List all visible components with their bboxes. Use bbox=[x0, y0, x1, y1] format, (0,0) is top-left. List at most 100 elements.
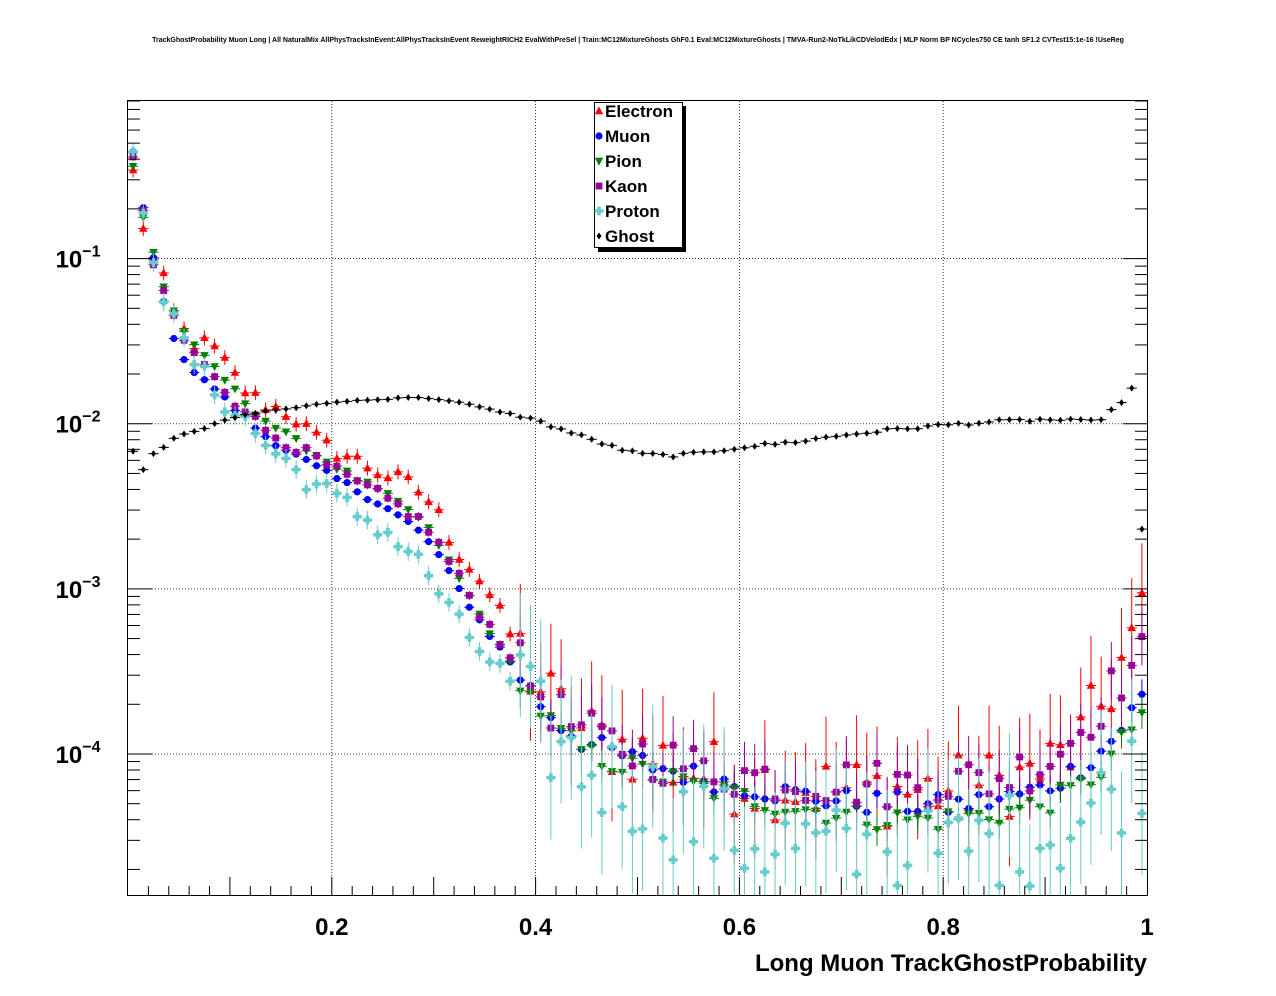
data-point bbox=[760, 867, 770, 877]
data-point bbox=[393, 467, 403, 476]
data-point bbox=[281, 428, 291, 437]
data-point bbox=[212, 420, 218, 428]
data-point bbox=[873, 759, 881, 767]
data-point bbox=[313, 452, 320, 460]
data-point bbox=[1056, 750, 1064, 758]
data-point bbox=[1106, 784, 1116, 794]
data-point bbox=[414, 526, 423, 534]
data-point bbox=[670, 453, 676, 461]
data-point bbox=[170, 334, 178, 343]
data-point bbox=[854, 430, 860, 438]
data-point bbox=[161, 443, 167, 451]
data-point bbox=[303, 402, 309, 410]
data-point bbox=[589, 435, 595, 443]
data-point bbox=[811, 828, 821, 838]
data-point bbox=[841, 823, 851, 833]
data-point bbox=[945, 421, 951, 429]
data-point bbox=[444, 537, 454, 546]
data-point bbox=[751, 769, 759, 777]
data-point bbox=[159, 297, 169, 307]
data-point bbox=[660, 451, 666, 459]
data-point bbox=[1117, 728, 1126, 737]
data-point bbox=[1055, 863, 1065, 873]
data-point bbox=[261, 441, 270, 450]
data-point bbox=[169, 309, 179, 319]
data-point bbox=[1117, 828, 1126, 838]
data-point bbox=[454, 609, 464, 619]
plot-frame bbox=[127, 100, 1148, 896]
data-point bbox=[363, 515, 372, 525]
data-point bbox=[1057, 416, 1063, 424]
data-point bbox=[404, 506, 413, 515]
legend-marker-electron bbox=[594, 106, 604, 115]
data-point bbox=[190, 349, 198, 357]
data-point bbox=[159, 268, 168, 277]
data-point bbox=[200, 361, 209, 371]
data-point bbox=[792, 439, 798, 447]
data-point bbox=[1077, 729, 1085, 736]
x-tick-label: 0.2 bbox=[315, 914, 348, 941]
data-point bbox=[200, 333, 209, 342]
y-tick-label: 10−2 bbox=[56, 409, 101, 439]
data-point bbox=[578, 431, 584, 439]
data-point bbox=[282, 444, 290, 452]
data-point bbox=[293, 404, 299, 412]
data-point bbox=[496, 641, 504, 649]
data-point bbox=[495, 659, 505, 668]
y-tick-label: 10−1 bbox=[56, 244, 101, 274]
data-point bbox=[701, 448, 707, 456]
data-point bbox=[465, 564, 474, 573]
data-point bbox=[485, 630, 494, 639]
data-point bbox=[464, 633, 474, 642]
data-point bbox=[210, 341, 219, 350]
data-point bbox=[302, 419, 311, 427]
data-point bbox=[965, 761, 973, 769]
data-point bbox=[210, 390, 220, 400]
legend-marker-pion bbox=[594, 157, 604, 166]
data-point bbox=[477, 403, 483, 411]
data-point bbox=[240, 400, 250, 409]
data-point bbox=[568, 429, 574, 437]
data-point bbox=[791, 844, 800, 853]
data-point bbox=[689, 837, 698, 847]
data-point bbox=[678, 787, 688, 797]
data-point bbox=[322, 479, 332, 488]
data-point bbox=[1086, 680, 1096, 689]
data-point bbox=[741, 444, 747, 452]
data-point bbox=[281, 412, 291, 420]
data-point bbox=[873, 789, 881, 797]
data-point bbox=[966, 421, 972, 429]
data-point bbox=[465, 603, 473, 611]
data-point bbox=[680, 449, 686, 457]
data-point bbox=[782, 438, 788, 446]
data-point bbox=[302, 444, 310, 452]
data-point bbox=[220, 407, 230, 417]
data-point bbox=[894, 425, 900, 433]
data-point bbox=[230, 367, 240, 376]
data-point bbox=[323, 461, 331, 469]
data-point bbox=[292, 448, 300, 456]
legend-label-electron: Electron bbox=[605, 102, 673, 121]
data-point bbox=[638, 824, 647, 834]
data-point bbox=[803, 437, 809, 445]
axes: 0.2 0.4 0.6 0.8 1 10−1 10−2 10−3 10−4 bbox=[56, 100, 1154, 941]
data-point bbox=[363, 463, 372, 472]
data-point bbox=[364, 481, 371, 489]
data-point bbox=[1127, 623, 1136, 631]
data-point bbox=[599, 440, 605, 448]
data-point bbox=[640, 449, 646, 457]
data-point bbox=[578, 721, 585, 729]
data-point bbox=[475, 647, 484, 656]
data-point bbox=[905, 425, 911, 433]
data-point bbox=[495, 600, 505, 609]
data-point bbox=[374, 500, 382, 508]
data-point bbox=[1005, 790, 1014, 800]
data-point bbox=[526, 661, 535, 671]
data-point bbox=[283, 405, 289, 413]
data-point bbox=[925, 422, 931, 430]
data-point bbox=[587, 770, 597, 780]
data-point bbox=[373, 530, 383, 540]
data-point bbox=[506, 654, 514, 662]
data-point bbox=[252, 409, 258, 417]
